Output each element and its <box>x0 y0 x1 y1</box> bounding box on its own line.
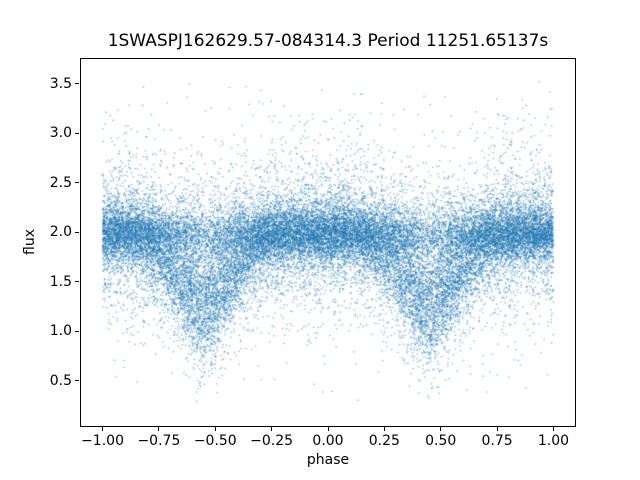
x-tick-mark <box>158 427 160 431</box>
x-tick-mark <box>383 427 385 431</box>
x-tick-label: −0.50 <box>193 433 237 449</box>
x-tick-label: 0.50 <box>425 433 457 449</box>
x-tick-label: 1.00 <box>537 433 570 449</box>
y-tick-mark <box>75 132 79 134</box>
x-axis-label: phase <box>306 452 350 468</box>
x-tick-label: 0.00 <box>312 433 344 449</box>
y-tick-mark <box>75 231 79 233</box>
x-tick-label: −1.00 <box>81 433 124 449</box>
x-tick-label: −0.25 <box>250 433 294 449</box>
y-tick-label: 2.5 <box>49 174 72 191</box>
x-tick-mark <box>440 427 442 431</box>
y-tick-mark <box>75 380 79 381</box>
y-tick-mark <box>75 83 79 85</box>
x-tick-mark <box>102 427 104 431</box>
x-tick-label: 0.75 <box>481 433 513 449</box>
y-tick-mark <box>75 281 79 283</box>
x-tick-mark <box>552 427 554 431</box>
x-tick-mark <box>271 427 273 431</box>
x-tick-mark <box>327 427 329 431</box>
x-tick-label: 0.25 <box>368 433 400 449</box>
x-tick-label: −0.75 <box>137 433 181 449</box>
x-tick-mark <box>496 427 498 431</box>
x-tick-mark <box>214 427 216 431</box>
chart-title: 1SWASPJ162629.57-084314.3 Period 11251.6… <box>107 31 549 51</box>
y-tick-mark <box>75 182 79 184</box>
y-tick-label: 2.0 <box>49 224 72 241</box>
scatter-points-canvas <box>80 58 576 427</box>
y-tick-label: 3.5 <box>49 75 72 92</box>
y-tick-label: 1.0 <box>49 323 72 340</box>
y-tick-label: 0.5 <box>49 372 72 389</box>
y-tick-label: 1.5 <box>49 273 72 290</box>
y-tick-mark <box>75 330 79 332</box>
y-tick-label: 3.0 <box>49 125 72 142</box>
